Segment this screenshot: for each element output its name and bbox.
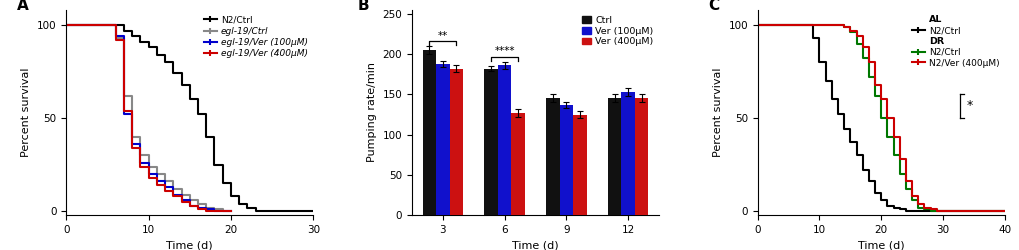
Legend: N2/Ctrl, egl-19/Ctrl, egl-19/Ver (100μM), egl-19/Ver (400μM): N2/Ctrl, egl-19/Ctrl, egl-19/Ver (100μM)… (200, 12, 311, 62)
X-axis label: Time (d): Time (d) (166, 240, 213, 250)
Bar (497, 66, 511, 215)
Text: C: C (707, 0, 718, 13)
Text: ****: **** (494, 46, 515, 56)
Bar (634, 98, 648, 215)
Text: A: A (17, 0, 29, 13)
Text: **: ** (437, 30, 447, 40)
Bar (511, 113, 525, 215)
Bar (559, 105, 573, 215)
Legend: AL, N2/Ctrl, DR, N2/Ctrl, N2/Ver (400μM): AL, N2/Ctrl, DR, N2/Ctrl, N2/Ver (400μM) (907, 12, 1002, 71)
Bar (545, 98, 559, 215)
Legend: Ctrl, Ver (100μM), Ver (400μM): Ctrl, Ver (100μM), Ver (400μM) (578, 12, 656, 50)
Y-axis label: Pumping rate/min: Pumping rate/min (367, 62, 377, 162)
X-axis label: Time (d): Time (d) (857, 240, 904, 250)
Bar (607, 98, 621, 215)
Text: *: * (965, 100, 972, 112)
Bar (621, 92, 634, 215)
Bar (573, 114, 586, 215)
Bar (422, 50, 436, 215)
Y-axis label: Percent survival: Percent survival (712, 68, 722, 157)
Bar (484, 69, 497, 215)
Bar (436, 64, 449, 215)
Bar (449, 69, 463, 215)
Y-axis label: Percent survival: Percent survival (21, 68, 32, 157)
X-axis label: Time (d): Time (d) (512, 240, 558, 250)
Text: B: B (358, 0, 369, 13)
